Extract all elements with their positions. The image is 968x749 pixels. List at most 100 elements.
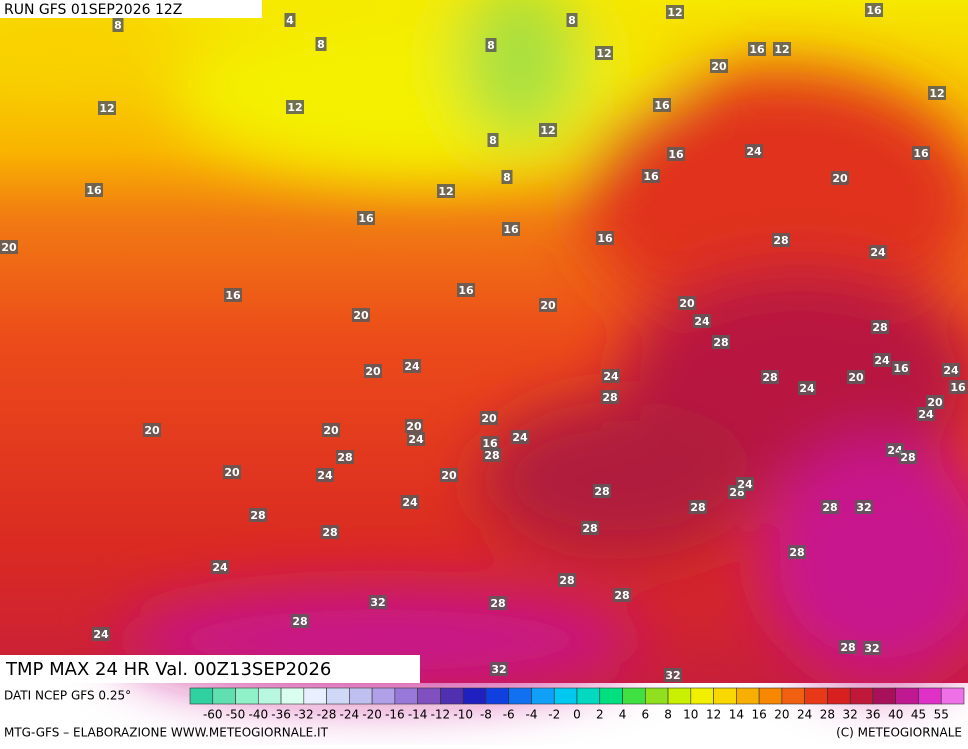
scale-swatch — [553, 687, 578, 705]
label-box — [364, 364, 382, 378]
scale-tick-label: -28 — [317, 708, 337, 722]
scale-tick-label: 24 — [797, 708, 812, 722]
temperature-label: 28 — [250, 509, 265, 522]
temperature-label: 28 — [337, 451, 352, 464]
label-box — [664, 668, 682, 682]
temperature-label: 8 — [487, 39, 495, 52]
map-title: TMP MAX 24 HR Val. 00Z13SEP2026 — [5, 659, 331, 680]
label-box — [85, 183, 103, 197]
temperature-label: 20 — [927, 396, 943, 409]
label-box — [566, 13, 578, 27]
temperature-label: 16 — [643, 170, 659, 183]
temperature-label: 12 — [99, 102, 114, 115]
label-box — [653, 98, 671, 112]
temperature-label: 28 — [292, 615, 307, 628]
temperature-label: 24 — [212, 561, 228, 574]
temperature-label: 28 — [900, 451, 915, 464]
label-box — [440, 468, 458, 482]
label-box — [899, 450, 917, 464]
label-box — [595, 46, 613, 60]
scale-tick-label: 28 — [820, 708, 835, 722]
temperature-label: 24 — [918, 408, 934, 421]
temperature-label: 24 — [737, 478, 753, 491]
label-box — [642, 169, 660, 183]
label-box — [855, 500, 873, 514]
label-box — [291, 614, 309, 628]
temperature-label: 12 — [438, 185, 453, 198]
temperature-label: 12 — [540, 124, 555, 137]
label-box — [773, 42, 791, 56]
scale-tick-label: -40 — [248, 708, 268, 722]
scale-tick-label: -2 — [548, 708, 560, 722]
label-box — [892, 361, 910, 375]
label-box — [539, 123, 557, 137]
temperature-label: 24 — [93, 628, 109, 641]
temperature-label: 32 — [665, 669, 680, 682]
temperature-label: 24 — [746, 145, 762, 158]
scale-swatch — [440, 687, 464, 705]
label-box — [457, 283, 475, 297]
label-box — [98, 101, 116, 115]
label-box — [357, 211, 375, 225]
scale-tick-label: -14 — [408, 708, 428, 722]
scale-tick-label: -6 — [503, 708, 515, 722]
scale-tick-label: 2 — [596, 708, 604, 722]
run-label: RUN GFS 01SEP2026 12Z — [4, 2, 182, 18]
temperature-label: 28 — [582, 522, 597, 535]
temperature-label: 16 — [950, 381, 966, 394]
temperature-label: 12 — [596, 47, 611, 60]
scale-swatch — [804, 687, 828, 705]
temperature-label: 20 — [1, 241, 17, 254]
label-box — [736, 477, 754, 491]
label-box — [865, 3, 883, 17]
temperature-label: 20 — [144, 424, 160, 437]
scale-tick-label: 55 — [934, 708, 949, 722]
label-box — [926, 395, 944, 409]
scale-tick-label: 45 — [911, 708, 926, 722]
temperature-label: 8 — [317, 38, 325, 51]
label-box — [483, 448, 501, 462]
temperature-label: 8 — [489, 134, 497, 147]
temperature-label: 20 — [848, 371, 864, 384]
scale-tick-label: 40 — [888, 708, 903, 722]
temperature-label: 24 — [404, 360, 420, 373]
temperature-label: 28 — [594, 485, 609, 498]
label-box — [912, 146, 930, 160]
label-box — [745, 144, 763, 158]
scale-swatch — [212, 687, 236, 705]
temperature-label: 28 — [602, 391, 617, 404]
scale-swatch — [940, 687, 965, 705]
label-box — [0, 240, 18, 254]
footer-left: MTG-GFS – ELABORAZIONE WWW.METEOGIORNALE… — [4, 726, 329, 740]
temperature-label: 28 — [713, 336, 728, 349]
temperature-label: 16 — [597, 232, 613, 245]
label-box — [211, 560, 229, 574]
temperature-label: 16 — [749, 43, 765, 56]
label-box — [403, 359, 421, 373]
label-box — [511, 430, 529, 444]
label-box — [489, 596, 507, 610]
temperature-label: 24 — [799, 382, 815, 395]
scale-swatch — [849, 687, 874, 705]
scale-tick-label: -32 — [294, 708, 314, 722]
scale-tick-label: 16 — [751, 708, 766, 722]
label-box — [539, 298, 557, 312]
label-box — [667, 147, 685, 161]
label-box — [407, 432, 425, 446]
temperature-label: 28 — [490, 597, 505, 610]
temperature-label: 28 — [559, 574, 574, 587]
temperature-label: 28 — [789, 546, 804, 559]
label-box — [315, 37, 327, 51]
temperature-label: 24 — [874, 354, 890, 367]
scale-swatch — [713, 687, 737, 705]
temperature-label: 28 — [822, 501, 837, 514]
label-box — [693, 314, 711, 328]
scale-swatch — [485, 687, 510, 705]
temperature-label: 32 — [370, 596, 385, 609]
scale-swatch — [508, 687, 532, 705]
scale-tick-label: 12 — [706, 708, 721, 722]
scale-swatch — [599, 687, 623, 705]
label-box — [223, 465, 241, 479]
label-box — [928, 86, 946, 100]
